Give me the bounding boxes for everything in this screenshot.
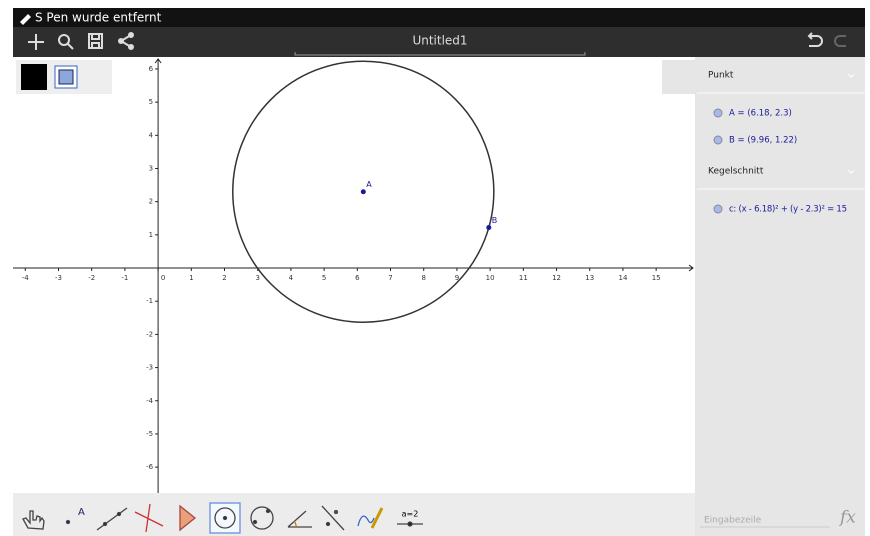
toolbar: [13, 27, 865, 57]
visibility-toggle[interactable]: [713, 135, 723, 145]
x-tick-label: -4: [22, 274, 30, 282]
x-tick-label: 15: [652, 274, 661, 282]
tool-reflect[interactable]: [321, 505, 345, 531]
tool-perpendicular[interactable]: [134, 503, 164, 533]
save-button[interactable]: [88, 33, 103, 49]
y-tick-label: 3: [149, 164, 153, 172]
x-tick-label: 10: [486, 274, 495, 282]
file-title[interactable]: Untitled1: [412, 34, 467, 48]
point: [486, 225, 492, 231]
y-tick-label: -2: [146, 330, 153, 338]
tool-polygon[interactable]: [179, 504, 197, 532]
point: [360, 189, 366, 195]
y-tick-label: -4: [146, 397, 154, 405]
algebra-item: A = (6.18, 2.3): [729, 109, 792, 119]
point-style-icon: [58, 69, 74, 85]
tool-angle[interactable]: [287, 510, 312, 528]
share-button[interactable]: [118, 32, 134, 50]
group-title: Punkt: [708, 71, 734, 81]
input-bar: [695, 493, 865, 536]
x-tick-label: 3: [255, 274, 259, 282]
x-tick-label: 7: [388, 274, 392, 282]
tool-line[interactable]: [96, 507, 128, 531]
y-tick-label: 2: [149, 198, 153, 206]
x-tick-label: -2: [88, 274, 95, 282]
color-button[interactable]: [21, 64, 47, 90]
fx-button[interactable]: fx: [838, 508, 856, 528]
panel-toggle[interactable]: [662, 60, 695, 94]
y-tick-label: -1: [146, 297, 153, 305]
status-text: S Pen wurde entfernt: [35, 11, 162, 25]
algebra-item: c: (x - 6.18)² + (y - 2.3)² = 15: [729, 205, 847, 215]
algebra-item: B = (9.96, 1.22): [729, 136, 797, 146]
x-tick-label: 0: [161, 274, 165, 282]
algebra-panel: [695, 57, 865, 493]
x-tick-label: 13: [585, 274, 594, 282]
x-tick-label: 11: [519, 274, 528, 282]
y-tick-label: 5: [149, 98, 153, 106]
y-tick-label: -5: [146, 430, 153, 438]
search-button[interactable]: [58, 34, 74, 50]
y-tick-label: 1: [149, 231, 153, 239]
x-tick-label: -1: [121, 274, 128, 282]
slider-label: a=2: [402, 510, 419, 519]
visibility-toggle[interactable]: [713, 108, 723, 118]
tool-slider[interactable]: [397, 521, 423, 527]
x-tick-label: 6: [355, 274, 360, 282]
x-tick-label: 2: [222, 274, 226, 282]
undo-button[interactable]: [807, 32, 823, 47]
title-underline: [294, 52, 586, 56]
tool-circle[interactable]: [209, 502, 241, 534]
circle-c: [232, 60, 495, 323]
x-tick-label: 14: [618, 274, 627, 282]
status-bar: [13, 8, 865, 27]
tool-pen[interactable]: [357, 507, 384, 529]
group-chevron: [847, 73, 855, 78]
new-button[interactable]: [28, 34, 44, 50]
point-label: A: [366, 180, 372, 189]
x-tick-label: 9: [455, 274, 459, 282]
group-title: Kegelschnitt: [708, 167, 764, 177]
input-placeholder[interactable]: Eingabezeile: [704, 516, 762, 526]
x-tick-label: 4: [289, 274, 294, 282]
x-tick-label: 8: [421, 274, 425, 282]
y-axis-arrow: [154, 58, 162, 64]
x-tick-label: 5: [322, 274, 326, 282]
x-tick-label: 1: [189, 274, 193, 282]
visibility-toggle[interactable]: [713, 204, 723, 214]
x-tick-label: -3: [55, 274, 62, 282]
tool-point[interactable]: A: [65, 507, 86, 525]
group-chevron: [847, 169, 855, 174]
pen-icon: [20, 14, 31, 25]
y-tick-label: 4: [149, 131, 154, 139]
svg-text:A: A: [78, 507, 85, 518]
tool-conic[interactable]: [250, 506, 274, 530]
x-axis-arrow: [688, 264, 694, 272]
x-tick-label: 12: [552, 274, 561, 282]
point-label: B: [492, 216, 498, 225]
redo-button[interactable]: [834, 35, 846, 47]
y-tick-label: 6: [149, 65, 154, 73]
y-tick-label: -3: [146, 364, 153, 372]
tool-move[interactable]: [22, 510, 45, 530]
y-tick-label: -6: [146, 463, 154, 471]
